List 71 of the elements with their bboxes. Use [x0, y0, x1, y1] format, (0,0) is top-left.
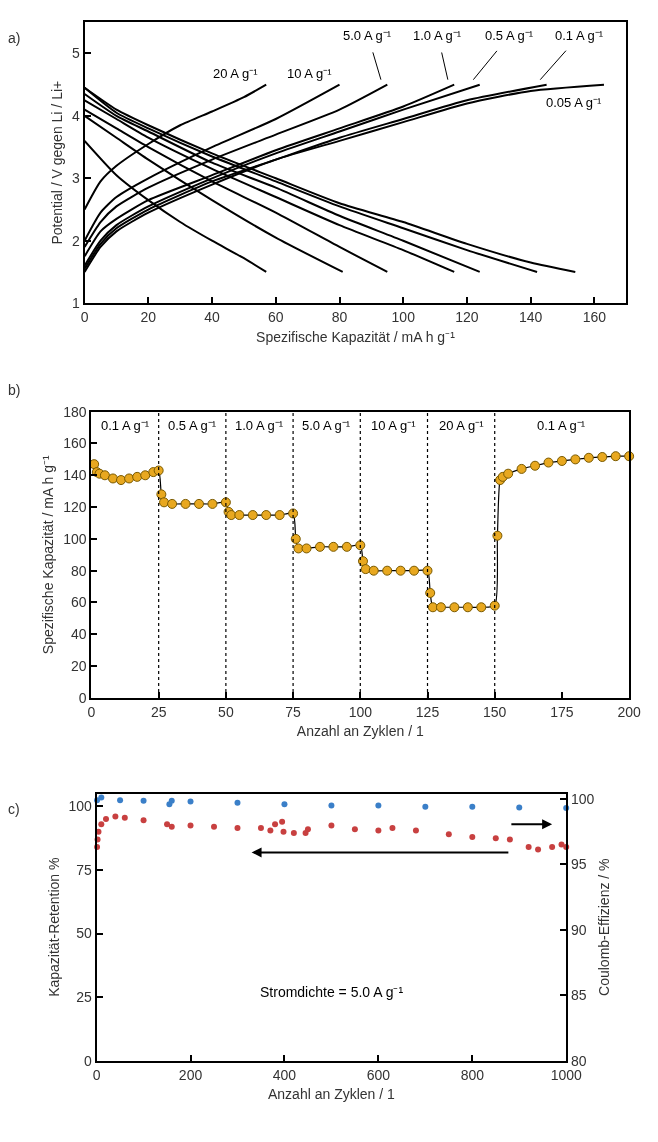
annotation: 0.1 A g⁻¹ [537, 418, 586, 433]
y-tick-label: 80 [71, 562, 87, 579]
y-tick-label: 0 [78, 689, 87, 706]
y-tick-label: 2 [72, 232, 80, 249]
y-axis-title: Kapazität-Retention % [45, 857, 62, 997]
y2-tick-label: 100 [571, 790, 595, 807]
y-tick-label: 40 [71, 626, 87, 643]
y-tick-label: 160 [63, 435, 87, 452]
text: 0.1 A g⁻¹ [555, 28, 604, 43]
x-axis-title: Anzahl an Zyklen / 1 [296, 723, 424, 740]
x-tick-label: 100 [348, 703, 373, 720]
annotation: 0.1 A g⁻¹ [101, 418, 150, 433]
y-tick-label: 4 [72, 107, 80, 124]
y-tick-label: 50 [76, 925, 93, 942]
text: 1.0 A g⁻¹ [413, 28, 462, 43]
y-tick-label: 100 [63, 530, 87, 547]
annotation: Stromdichte = 5.0 A g⁻¹ [260, 984, 404, 1000]
y-tick-label: 180 [63, 403, 87, 420]
y-tick-label: 5 [72, 45, 80, 62]
y2-tick-label: 90 [571, 921, 587, 938]
annotation: 10 A g⁻¹ [371, 418, 417, 433]
text: b) [8, 382, 21, 398]
y-axis-title: Potential / V gegen Li / Li+ [49, 80, 66, 245]
annotation: 20 A g⁻¹ [439, 418, 485, 433]
y-axis-title: Spezifische Kapazität / mA h g⁻¹ [40, 455, 57, 655]
y-tick-label: 0 [84, 1052, 93, 1069]
annotation: 0.5 A g⁻¹ [168, 418, 217, 433]
x-tick-label: 600 [366, 1066, 391, 1083]
x-tick-label: 100 [391, 308, 416, 325]
x-axis-title: Anzahl an Zyklen / 1 [267, 1086, 396, 1103]
y-tick-label: 25 [76, 989, 93, 1006]
y2-tick-label: 85 [571, 987, 587, 1004]
text: c) [8, 801, 20, 817]
x-tick-label: 125 [415, 703, 440, 720]
x-tick-label: 200 [178, 1066, 203, 1083]
x-tick-label: 160 [582, 308, 607, 325]
series-label: 20 A g⁻¹ [213, 66, 259, 81]
x-tick-label: 75 [285, 703, 302, 720]
y-tick-label: 60 [71, 594, 87, 611]
y2-axis-title: Coulomb-Effizienz / % [596, 858, 613, 996]
x-tick-label: 200 [617, 703, 642, 720]
x-tick-label: 140 [519, 308, 543, 325]
text: 0.5 A g⁻¹ [485, 28, 534, 43]
x-tick-label: 50 [218, 703, 234, 720]
x-tick-label: 25 [150, 703, 167, 720]
x-tick-label: 60 [267, 308, 284, 325]
series-label: 0.05 A g⁻¹ [546, 95, 602, 110]
y2-tick-label: 80 [571, 1052, 587, 1069]
y-tick-label: 100 [68, 798, 93, 815]
annotation: 1.0 A g⁻¹ [235, 418, 284, 433]
y-tick-label: 120 [63, 498, 87, 515]
text: a) [8, 30, 21, 46]
y-tick-label: 75 [76, 861, 93, 878]
y-tick-label: 1 [72, 295, 80, 312]
x-tick-label: 1000 [550, 1066, 582, 1083]
y-tick-label: 20 [71, 657, 87, 674]
x-tick-label: 40 [204, 308, 221, 325]
text: 5.0 A g⁻¹ [343, 28, 392, 43]
x-tick-label: 20 [140, 308, 157, 325]
y-tick-label: 140 [63, 467, 87, 484]
x-tick-label: 800 [460, 1066, 485, 1083]
x-tick-label: 150 [483, 703, 507, 720]
annotation: 5.0 A g⁻¹ [302, 418, 351, 433]
series-label: 10 A g⁻¹ [287, 66, 333, 81]
x-tick-label: 175 [550, 703, 574, 720]
x-tick-label: 80 [331, 308, 348, 325]
y-tick-label: 3 [72, 170, 80, 187]
x-tick-label: 400 [272, 1066, 297, 1083]
x-axis-title: Spezifische Kapazität / mA h g⁻¹ [256, 328, 456, 345]
x-tick-label: 120 [455, 308, 479, 325]
y2-tick-label: 95 [571, 856, 587, 873]
